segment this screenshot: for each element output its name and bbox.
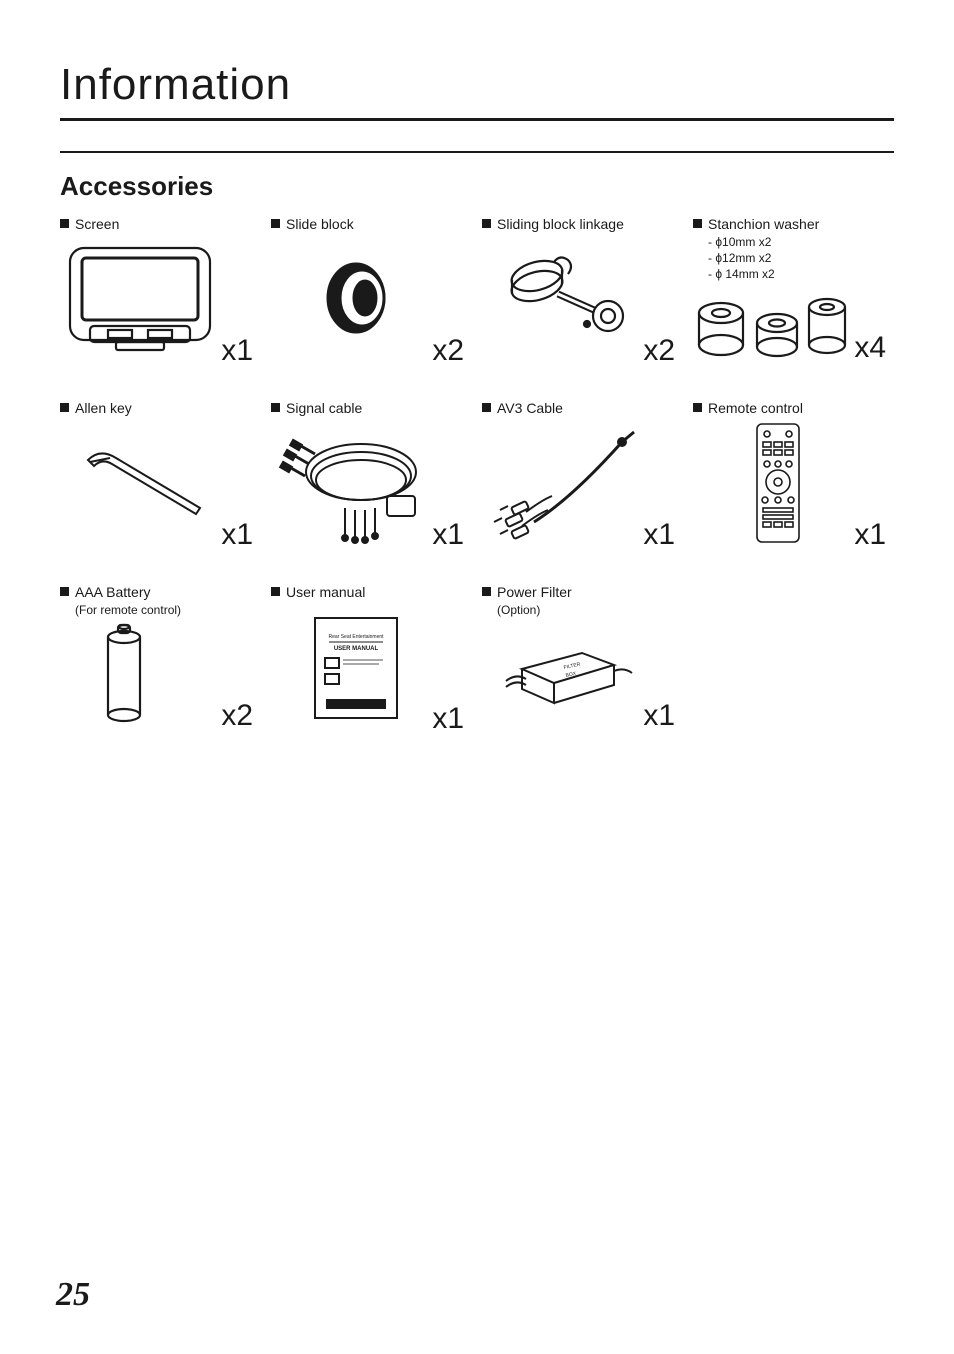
page-number: 25 [56, 1276, 90, 1314]
bullet-icon [482, 403, 491, 412]
item-subline: - ϕ10mm x2 [708, 234, 894, 250]
illustration: x2 [271, 234, 472, 364]
item-label: Power Filter [497, 584, 572, 601]
item-label-row: AAA Battery [60, 584, 261, 602]
item-label: Remote control [708, 400, 803, 417]
item-label-block: Stanchion washer [708, 216, 819, 233]
item-allen-key: Allen key x1 [60, 400, 261, 548]
item-label-row: Allen key [60, 400, 261, 418]
svg-text:USER MANUAL: USER MANUAL [334, 646, 379, 652]
item-stanchion-washer: Stanchion washer - ϕ10mm x2 - ϕ12mm x2 -… [693, 216, 894, 364]
item-label: Allen key [75, 400, 132, 417]
illustration: Rear Seat Entertainment USER MANUAL x1 [271, 602, 472, 732]
item-qty: x2 [432, 334, 464, 368]
item-label-row: Remote control [693, 400, 894, 418]
item-av3-cable: AV3 Cable [482, 400, 683, 548]
item-battery: AAA Battery (For remote control) x2 [60, 584, 261, 732]
item-sub: (Option) [497, 602, 683, 619]
item-qty: x4 [854, 331, 886, 365]
item-signal-cable: Signal cable [271, 400, 472, 548]
item-qty: x2 [643, 334, 675, 368]
item-label: Signal cable [286, 400, 362, 417]
item-label: Screen [75, 216, 119, 233]
item-manual: User manual Rear Seat Entertainment USER… [271, 584, 472, 732]
item-qty: x1 [221, 518, 253, 552]
item-label-row: Signal cable [271, 400, 472, 418]
item-label: AAA Battery [75, 584, 150, 601]
item-qty: x2 [221, 699, 253, 733]
item-label: AV3 Cable [497, 400, 563, 417]
item-subline: - ϕ12mm x2 [708, 250, 894, 266]
item-label-row: Slide block [271, 216, 472, 234]
illustration: x1 [60, 234, 261, 364]
item-qty: x1 [221, 334, 253, 368]
item-label-row: AV3 Cable [482, 400, 683, 418]
item-subline: - ϕ 14mm x2 [708, 266, 894, 282]
item-sub: (For remote control) [75, 602, 261, 619]
illustration: FILTER BOX x1 [482, 619, 683, 729]
item-label: User manual [286, 584, 365, 601]
item-qty: x1 [432, 518, 464, 552]
bullet-icon [60, 403, 69, 412]
item-qty: x1 [432, 702, 464, 736]
horizontal-rule [60, 151, 894, 153]
illustration: x2 [482, 234, 683, 364]
page: Information Accessories Screen [0, 0, 954, 1354]
item-power-filter: Power Filter (Option) FILTER BOX [482, 584, 683, 732]
bullet-icon [60, 587, 69, 596]
accessories-grid: Screen x1 Slide bl [60, 216, 894, 732]
bullet-icon [271, 587, 280, 596]
item-qty: x1 [854, 518, 886, 552]
item-label-row: Sliding block linkage [482, 216, 683, 234]
illustration: x1 [693, 418, 894, 548]
bullet-icon [60, 219, 69, 228]
item-label: Stanchion washer [708, 216, 819, 233]
item-label-row: Screen [60, 216, 261, 234]
item-label-row: Power Filter [482, 584, 683, 602]
item-label: Slide block [286, 216, 354, 233]
bullet-icon [271, 403, 280, 412]
illustration: x4 [693, 283, 894, 361]
illustration: x1 [482, 418, 683, 548]
empty-cell [693, 584, 894, 732]
item-label-row: Stanchion washer [693, 216, 894, 234]
item-qty: x1 [643, 699, 675, 733]
svg-text:Rear Seat Entertainment: Rear Seat Entertainment [328, 634, 384, 640]
item-remote: Remote control [693, 400, 894, 548]
illustration: x2 [60, 619, 261, 729]
item-slide-block: Slide block x2 [271, 216, 472, 364]
illustration: x1 [60, 418, 261, 548]
page-title: Information [60, 60, 894, 121]
bullet-icon [271, 219, 280, 228]
item-sublines: - ϕ10mm x2 - ϕ12mm x2 - ϕ 14mm x2 [708, 234, 894, 283]
illustration: x1 [271, 418, 472, 548]
bullet-icon [482, 587, 491, 596]
item-label: Sliding block linkage [497, 216, 624, 233]
item-qty: x1 [643, 518, 675, 552]
bullet-icon [482, 219, 491, 228]
bullet-icon [693, 219, 702, 228]
section-title: Accessories [60, 171, 894, 202]
item-linkage: Sliding block linkage [482, 216, 683, 364]
bullet-icon [693, 403, 702, 412]
item-screen: Screen x1 [60, 216, 261, 364]
svg-text:FILTER: FILTER [563, 661, 581, 670]
svg-text:BOX: BOX [565, 671, 577, 679]
item-label-row: User manual [271, 584, 472, 602]
